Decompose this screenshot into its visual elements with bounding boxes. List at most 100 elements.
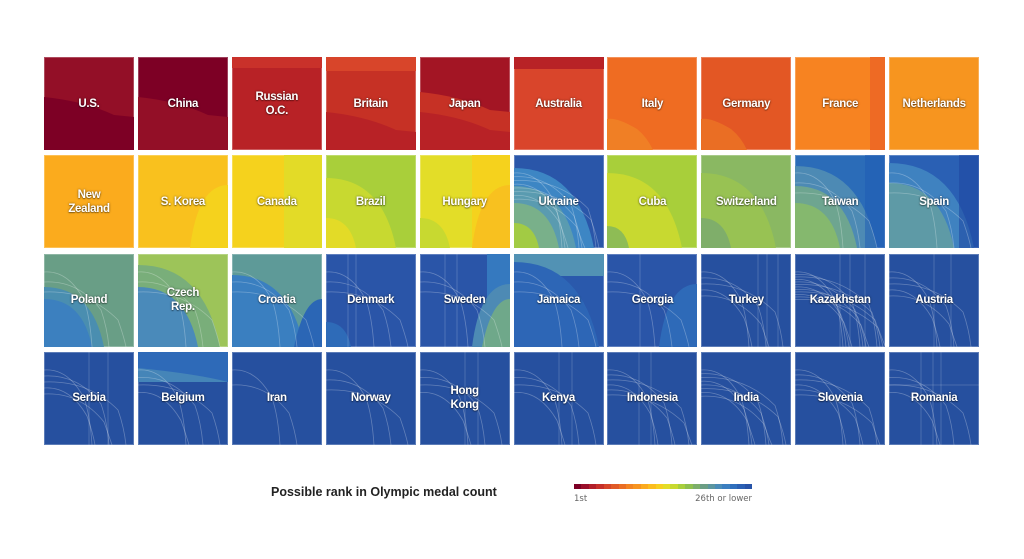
trajectory-line [231,384,298,445]
country-tile[interactable]: Austria [889,253,980,347]
trajectory-line [795,298,886,346]
rank-region [325,112,416,150]
country-tile[interactable]: Jamaica [513,253,604,347]
country-tile[interactable]: Indonesia [607,351,698,445]
trajectory-line [607,394,693,445]
rank-region [471,185,510,249]
country-tile[interactable]: Britain [325,57,416,150]
trajectory-line [419,376,485,445]
country-tile[interactable]: Romania [889,351,980,445]
legend-swatch [707,484,716,489]
country-tile[interactable]: Germany [701,57,792,150]
rank-region [419,112,510,150]
trajectory-line [325,379,392,445]
trajectory-line [325,389,409,445]
trajectory-line [701,384,770,445]
trajectory-line [889,369,938,445]
legend-swatch [700,484,708,489]
rank-region [325,57,416,71]
trajectory-line [44,393,113,445]
country-label: Turkey [728,294,764,307]
country-tile[interactable]: Georgia [607,253,698,347]
rank-region [513,57,604,69]
country-tile[interactable]: Czech Rep. [137,253,228,347]
country-label: Italy [641,97,664,110]
country-tile[interactable]: New Zealand [44,155,134,249]
legend-swatch [596,484,604,489]
country-tile[interactable]: U.S. [44,57,134,150]
country-tile[interactable]: Hong Kong [419,351,510,445]
country-tile[interactable]: Italy [607,57,698,150]
legend-title: Possible rank in Olympic medal count [271,485,497,499]
country-tile[interactable]: Spain [889,155,980,249]
country-tile[interactable]: Poland [44,253,134,347]
trajectory-line [795,281,864,347]
trajectory-line [137,376,204,445]
trajectory-line [513,187,582,249]
trajectory-line [607,271,656,347]
country-label: Czech Rep. [166,287,200,314]
legend-color-bar [574,484,753,489]
country-tile[interactable]: France [795,57,886,150]
country-label: New Zealand [68,188,110,215]
country-tile[interactable]: Russian O.C. [231,57,322,150]
trajectory-line [795,374,861,445]
legend-swatch [655,484,664,489]
country-tile[interactable]: Switzerland [701,155,792,249]
trajectory-line [513,199,585,249]
country-tile[interactable]: China [137,57,228,150]
country-label: Canada [256,195,297,208]
trajectory-line [44,271,93,347]
rank-region [865,155,886,249]
country-tile[interactable]: Japan [419,57,510,150]
country-tile[interactable]: Norway [325,351,416,445]
country-label: Russian O.C. [255,90,299,117]
country-tile[interactable]: Denmark [325,253,416,347]
trajectory-line [701,376,784,445]
trajectory-line [137,369,187,445]
trajectory-line [701,388,787,445]
country-tile[interactable]: India [701,351,792,445]
trajectory-line [607,384,659,445]
country-tile[interactable]: Taiwan [795,155,886,249]
trajectory-line [889,277,955,347]
trajectory-line [701,369,750,445]
legend-swatch [670,484,678,489]
trajectory-line [889,283,972,347]
country-tile[interactable]: Kazakhstan [795,253,886,347]
country-tile[interactable]: Croatia [231,253,322,347]
country-tile[interactable]: Slovenia [795,351,886,445]
country-tile[interactable]: S. Korea [137,155,228,249]
trajectory-line [44,387,96,445]
country-tile[interactable]: Netherlands [889,57,980,150]
country-label: Hungary [442,195,487,208]
trajectory-line [513,391,565,445]
country-tile[interactable]: Belgium [137,351,228,445]
trajectory-line [231,291,315,347]
country-tile[interactable]: Sweden [419,253,510,347]
country-tile[interactable]: Serbia [44,351,134,445]
trajectory-line [513,195,568,249]
legend-swatch [663,484,671,489]
country-tile[interactable]: Cuba [607,155,698,249]
country-tile[interactable]: Iran [231,351,322,445]
country-tile[interactable]: Turkey [701,253,792,347]
trajectory-line [701,295,770,347]
country-tile[interactable]: Hungary [419,155,510,249]
trajectory-line [701,277,767,347]
trajectory-line [419,291,502,347]
country-tile[interactable]: Brazil [325,155,416,249]
trajectory-line [701,289,753,347]
country-tile[interactable]: Ukraine [513,155,604,249]
legend-swatch [574,484,582,489]
legend-swatch [618,484,626,489]
country-label: Brazil [355,195,386,208]
legend-swatch [611,484,619,489]
country-label: Georgia [631,294,674,307]
country-tile[interactable]: Kenya [513,351,604,445]
trajectory-line [513,384,596,445]
country-tile[interactable]: Canada [231,155,322,249]
country-tile[interactable]: Australia [513,57,604,150]
country-label: China [167,97,199,110]
country-label: Switzerland [715,195,777,208]
